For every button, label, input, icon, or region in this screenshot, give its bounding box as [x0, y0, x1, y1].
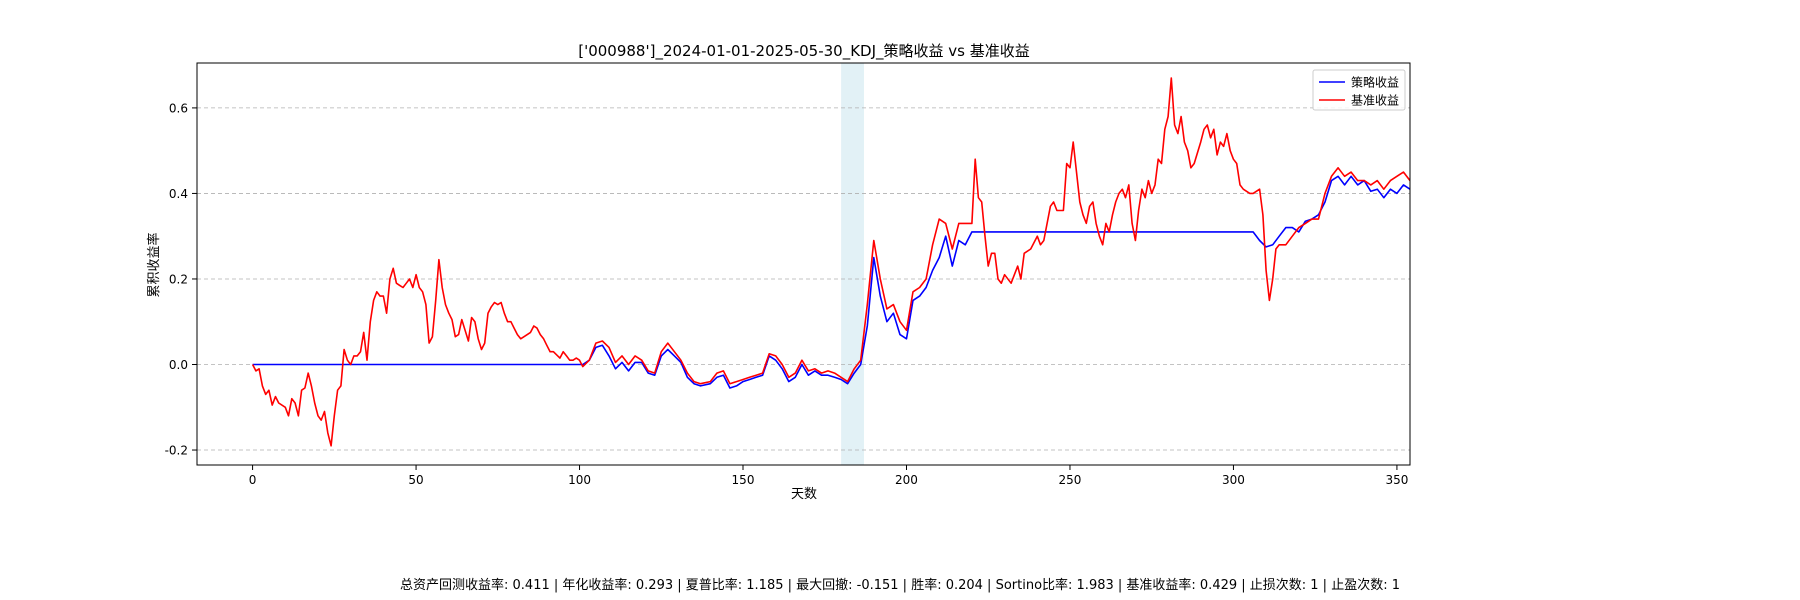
y-axis-label: 累积收益率	[146, 232, 162, 297]
x-tick-label: 300	[1222, 473, 1245, 487]
y-tick-label: 0.6	[169, 101, 188, 115]
plot-area	[197, 63, 1410, 465]
x-tick-label: 350	[1385, 473, 1408, 487]
legend-label: 策略收益	[1351, 75, 1399, 90]
chart-title: ['000988']_2024-01-01-2025-05-30_KDJ_策略收…	[578, 42, 1030, 61]
y-tick-label: 0.4	[169, 187, 188, 201]
y-tick-label: 0.2	[169, 272, 188, 286]
y-tick-label: 0.0	[169, 358, 188, 372]
x-tick-label: 200	[895, 473, 918, 487]
series-line-strategy	[252, 175, 1410, 389]
highlight-span	[841, 63, 864, 465]
x-tick-label: 150	[732, 473, 755, 487]
legend-label: 基准收益	[1351, 94, 1399, 108]
x-tick-label: 50	[408, 473, 423, 487]
axes-frame	[196, 62, 1411, 466]
x-tick-label: 100	[568, 473, 591, 487]
series-line-benchmark	[251, 77, 1410, 447]
x-tick-label: 250	[1059, 473, 1082, 487]
x-axis-label: 天数	[791, 487, 817, 502]
x-tick-label: 0	[249, 473, 257, 487]
y-tick-label: -0.2	[165, 444, 188, 458]
backtest-stats: 总资产回测收益率: 0.411 | 年化收益率: 0.293 | 夏普比率: 1…	[400, 578, 1400, 593]
